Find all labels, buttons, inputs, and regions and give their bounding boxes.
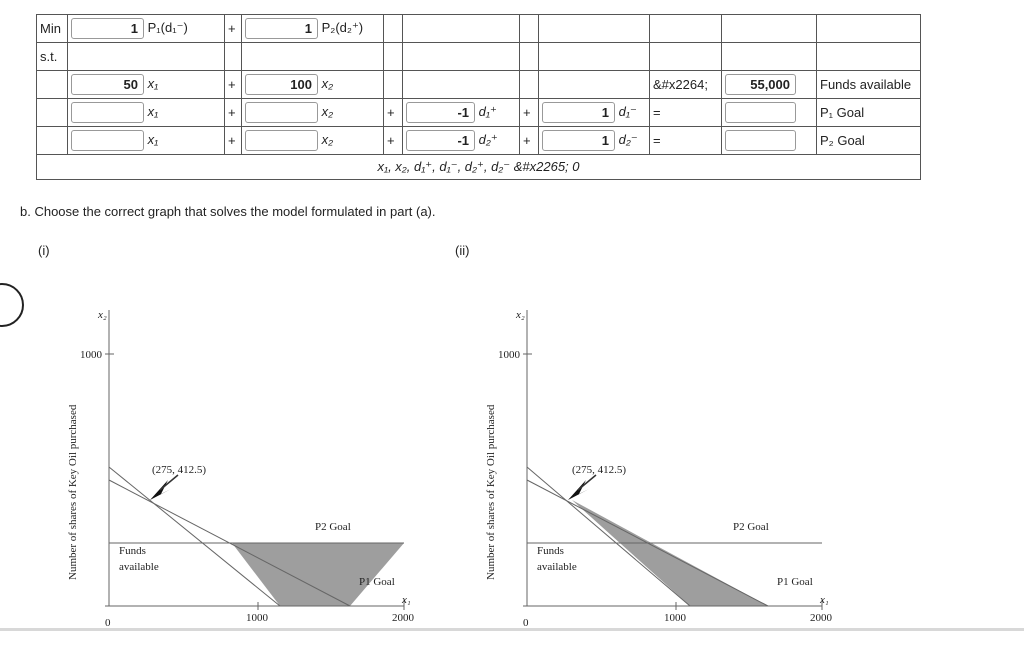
plus-sign: + xyxy=(224,14,242,43)
svg-text:2000: 2000 xyxy=(392,612,415,624)
p1-weight-input[interactable]: 1 xyxy=(71,18,144,39)
svg-text:(275, 412.5): (275, 412.5) xyxy=(572,464,626,476)
svg-text:P1 Goal: P1 Goal xyxy=(777,576,813,588)
question-text: b. Choose the correct graph that solves … xyxy=(20,204,436,219)
model-table: Min 1 P₁(d₁⁻) + 1 P₂(d₂⁺) s.t. 50 x₁ + 1… xyxy=(36,14,921,180)
funds-constraint-row: 50 x₁ + 100 x₂ &#x2264; 55,000 Funds ava… xyxy=(36,70,921,99)
shaded-region xyxy=(232,543,404,606)
x1-coef-input[interactable] xyxy=(71,130,144,151)
radio-circle-icon[interactable] xyxy=(0,283,24,327)
min-label: Min xyxy=(36,14,68,43)
graph-ii[interactable]: x₂ 1000 0 1000 2000 x₁ Number of shares … xyxy=(478,300,848,630)
p1-goal-row: x₁ + x₂ + -1 d₁⁺ + 1 d₁⁻ = P₁ Goal xyxy=(36,98,921,127)
st-row: s.t. xyxy=(36,42,921,71)
svg-text:Number of shares of Key Oil pu: Number of shares of Key Oil purchased xyxy=(67,404,79,580)
d2minus-coef-input[interactable]: 1 xyxy=(542,130,615,151)
svg-text:Number of shares of Key Oil pu: Number of shares of Key Oil purchased xyxy=(485,404,497,580)
svg-text:2000: 2000 xyxy=(810,612,833,624)
svg-text:x₂: x₂ xyxy=(515,309,525,321)
rhs-input[interactable] xyxy=(725,130,796,151)
option-ii-label[interactable]: (ii) xyxy=(455,243,470,258)
svg-text:1000: 1000 xyxy=(664,612,687,624)
p2-term: P₂(d₂⁺) xyxy=(321,19,364,35)
relation: &#x2264; xyxy=(649,70,722,99)
nonnegativity: x₁, x₂, d₁⁺, d₁⁻, d₂⁺, d₂⁻ &#x2265; 0 xyxy=(36,154,921,180)
x1-coef-input[interactable] xyxy=(71,102,144,123)
rhs-input[interactable]: 55,000 xyxy=(725,74,796,95)
rhs-input[interactable] xyxy=(725,102,796,123)
p2-weight-input[interactable]: 1 xyxy=(245,18,318,39)
x2-coef-input[interactable]: 100 xyxy=(245,74,318,95)
svg-text:x₁: x₁ xyxy=(819,594,829,606)
row-label: Funds available xyxy=(816,70,921,99)
d1minus-coef-input[interactable]: 1 xyxy=(542,102,615,123)
x2-coef-input[interactable] xyxy=(245,130,318,151)
svg-text:0: 0 xyxy=(523,617,529,629)
svg-text:available: available xyxy=(537,561,577,573)
svg-text:Funds: Funds xyxy=(119,545,146,557)
p1-goal-line xyxy=(108,479,351,607)
svg-text:P2 Goal: P2 Goal xyxy=(315,521,351,533)
svg-text:x₂: x₂ xyxy=(97,309,107,321)
svg-text:x₁: x₁ xyxy=(401,594,411,606)
svg-text:Funds: Funds xyxy=(537,545,564,557)
funds-line xyxy=(526,466,691,607)
svg-text:1000: 1000 xyxy=(80,349,103,361)
p2-goal-row: x₁ + x₂ + -1 d₂⁺ + 1 d₂⁻ = P₂ Goal xyxy=(36,126,921,155)
svg-text:1000: 1000 xyxy=(246,612,269,624)
graph-i[interactable]: x₂ 1000 0 1000 2000 x₁ Number of shares … xyxy=(60,300,430,630)
svg-text:P2 Goal: P2 Goal xyxy=(733,521,769,533)
funds-line xyxy=(108,466,281,607)
p1-goal-line xyxy=(526,479,769,607)
x1-coef-input[interactable]: 50 xyxy=(71,74,144,95)
bottom-divider xyxy=(0,628,1024,631)
svg-text:(275, 412.5): (275, 412.5) xyxy=(152,464,206,476)
d1plus-coef-input[interactable]: -1 xyxy=(406,102,475,123)
x2-coef-input[interactable] xyxy=(245,102,318,123)
option-i-label[interactable]: (i) xyxy=(38,243,50,258)
svg-text:0: 0 xyxy=(105,617,111,629)
d2plus-coef-input[interactable]: -1 xyxy=(406,130,475,151)
svg-text:available: available xyxy=(119,561,159,573)
p1-term: P₁(d₁⁻) xyxy=(147,19,188,35)
svg-text:1000: 1000 xyxy=(498,349,521,361)
nonneg-row: x₁, x₂, d₁⁺, d₁⁻, d₂⁺, d₂⁻ &#x2265; 0 xyxy=(36,154,921,180)
st-label: s.t. xyxy=(36,42,68,71)
objective-row: Min 1 P₁(d₁⁻) + 1 P₂(d₂⁺) xyxy=(36,14,921,43)
svg-text:P1 Goal: P1 Goal xyxy=(359,576,395,588)
shaded-region xyxy=(572,500,768,606)
